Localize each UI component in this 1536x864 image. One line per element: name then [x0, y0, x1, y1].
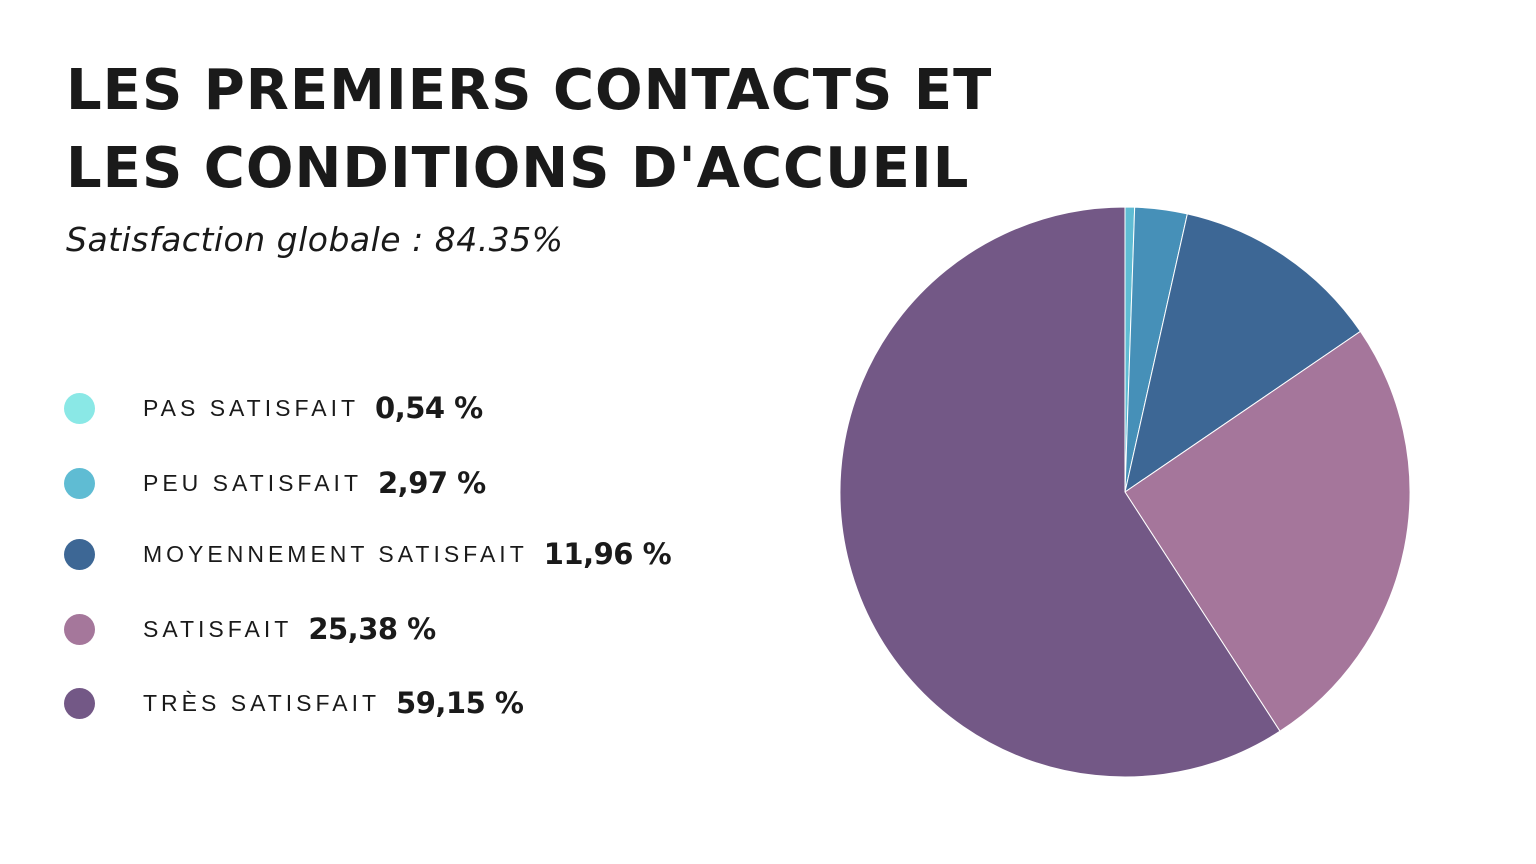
legend-label: TRÈS SATISFAIT: [143, 689, 381, 716]
legend-label: PEU SATISFAIT: [143, 469, 362, 496]
legend-item: SATISFAIT 25,38 %: [64, 612, 436, 646]
legend-swatch: [64, 467, 95, 499]
pie-slice: [839, 206, 1281, 778]
legend-label: MOYENNEMENT SATISFAIT: [143, 540, 528, 567]
legend-value: 59,15 %: [396, 686, 524, 720]
legend-value: 0,54 %: [375, 391, 483, 425]
legend-item: TRÈS SATISFAIT 59,15 %: [64, 686, 524, 720]
legend-swatch: [64, 613, 95, 645]
chart-title: LES PREMIERS CONTACTS ET LES CONDITIONS D…: [66, 52, 992, 208]
legend-label: SATISFAIT: [143, 615, 293, 642]
legend-label: PAS SATISFAIT: [143, 394, 360, 421]
legend-value: 11,96 %: [543, 537, 672, 571]
legend-swatch: [64, 538, 95, 570]
chart-subtitle: Satisfaction globale : 84.35%: [66, 220, 564, 259]
legend-swatch: [64, 392, 95, 424]
title-line-2: LES CONDITIONS D'ACCUEIL: [66, 136, 970, 201]
legend-swatch: [64, 687, 95, 719]
legend-value: 2,97 %: [378, 466, 486, 500]
pie-slice: [1124, 330, 1411, 732]
legend-item: PAS SATISFAIT 0,54 %: [64, 391, 483, 425]
title-line-1: LES PREMIERS CONTACTS ET: [66, 58, 993, 123]
legend-item: MOYENNEMENT SATISFAIT 11,96 %: [64, 537, 672, 571]
legend-item: PEU SATISFAIT 2,97 %: [64, 466, 486, 500]
pie-slice: [1124, 213, 1362, 494]
legend-value: 25,38 %: [308, 612, 436, 646]
